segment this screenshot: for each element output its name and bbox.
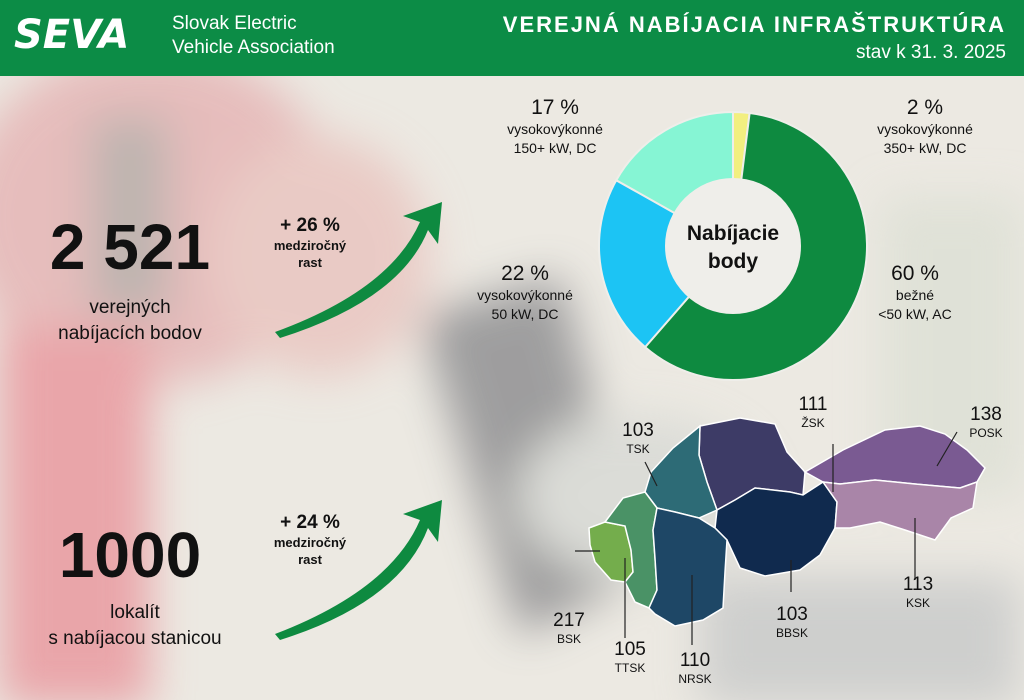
donut-title-line1: Nabíjacie	[687, 222, 779, 245]
slice-text: vysokovýkonné	[507, 121, 603, 137]
charging-points-label-line1: verejných	[89, 297, 171, 318]
growth-percent: + 26 %	[280, 215, 340, 236]
region-label-bsk: 217 BSK	[544, 610, 594, 646]
map-leader-lines	[575, 431, 958, 645]
seva-logo: SEVA	[14, 12, 129, 52]
brand-line-2: Vehicle Association	[172, 37, 335, 58]
locations-label-line1: lokalít	[110, 602, 160, 623]
slice-pct: 60 %	[891, 262, 939, 285]
region-label-bbsk: 103 BBSK	[767, 604, 817, 640]
growth-percent: + 24 %	[280, 512, 340, 533]
slice-pct: 17 %	[531, 96, 579, 119]
region-value: 111	[798, 394, 828, 415]
slovakia-map	[575, 417, 986, 645]
slice-text: 50 kW, DC	[491, 306, 559, 322]
region-value: 110	[679, 650, 711, 671]
page-title: VEREJNÁ NABÍJACIA INFRAŠTRUKTÚRA	[502, 12, 1006, 37]
donut-chart: Nabíjacie body	[598, 110, 868, 381]
slice-label-150kw: 17 % vysokovýkonné 150+ kW, DC	[485, 96, 625, 158]
donut-title-line2: body	[708, 250, 758, 273]
slice-pct: 2 %	[906, 96, 944, 119]
region-label-ttsk: 105 TTSK	[605, 639, 655, 675]
growth-label-line2: rast	[298, 255, 322, 270]
brand-name: Slovak Electric Vehicle Association	[172, 12, 335, 60]
brand-line-1: Slovak Electric	[172, 13, 297, 34]
slice-label-50kw: 22 % vysokovýkonné 50 kW, DC	[455, 262, 595, 324]
region-code: BSK	[556, 632, 581, 646]
charging-points-label-line2: nabíjacích bodov	[58, 323, 202, 344]
slice-text: 350+ kW, DC	[883, 140, 967, 156]
locations-label-line2: s nabíjacou stanicou	[48, 628, 222, 649]
growth-label-line1: medziročný	[273, 238, 347, 253]
region-value: 113	[902, 574, 934, 595]
region-code: TSK	[626, 442, 650, 456]
charging-points-count: 2 521	[49, 211, 211, 283]
charging-points-label: verejných nabíjacích bodov	[30, 295, 230, 347]
background-photo	[0, 76, 1024, 700]
slice-label-ac: 60 % bežné <50 kW, AC	[860, 262, 970, 324]
page-subtitle: stav k 31. 3. 2025	[856, 42, 1006, 63]
region-label-zsk: 111 ŽSK	[790, 394, 836, 430]
slice-label-350kw: 2 % vysokovýkonné 350+ kW, DC	[855, 96, 995, 158]
region-code: POSK	[969, 426, 1003, 440]
header: SEVA Slovak Electric Vehicle Association…	[0, 0, 1024, 76]
slice-pct: 22 %	[501, 262, 549, 285]
region-value: 217	[553, 610, 585, 631]
region-value: 105	[614, 639, 646, 660]
slice-text: <50 kW, AC	[878, 306, 952, 322]
locations-growth: + 24 % medziročný rast	[255, 512, 365, 568]
slice-text: bežné	[895, 287, 935, 303]
region-code: KSK	[905, 596, 930, 610]
growth-label-line2: rast	[298, 552, 322, 567]
donut-hole	[665, 178, 801, 314]
slice-text: 150+ kW, DC	[513, 140, 597, 156]
slice-text: vysokovýkonné	[477, 287, 573, 303]
region-value: 138	[970, 404, 1002, 425]
locations-count: 1000	[58, 519, 202, 591]
locations-label: lokalít s nabíjacou stanicou	[20, 600, 250, 652]
region-ksk	[821, 479, 978, 541]
growth-arrow-icon	[275, 202, 442, 338]
region-code: BBSK	[775, 626, 808, 640]
region-value: 103	[776, 604, 808, 625]
region-value: 103	[622, 420, 654, 441]
charging-points-growth: + 26 % medziročný rast	[255, 215, 365, 271]
region-label-tsk: 103 TSK	[615, 420, 661, 456]
region-label-nrsk: 110 NRSK	[670, 650, 720, 686]
region-label-posk: 138 POSK	[958, 404, 1014, 440]
region-label-ksk: 113 KSK	[893, 574, 943, 610]
growth-label-line1: medziročný	[273, 535, 347, 550]
region-code: ŽSK	[801, 416, 825, 430]
slice-text: vysokovýkonné	[877, 121, 973, 137]
region-code: NRSK	[678, 672, 712, 686]
region-code: TTSK	[614, 661, 646, 675]
donut-slice-2	[598, 178, 735, 349]
svg-text:SEVA: SEVA	[14, 12, 129, 52]
growth-arrow-icon	[275, 500, 442, 640]
region-nrsk	[648, 507, 728, 627]
